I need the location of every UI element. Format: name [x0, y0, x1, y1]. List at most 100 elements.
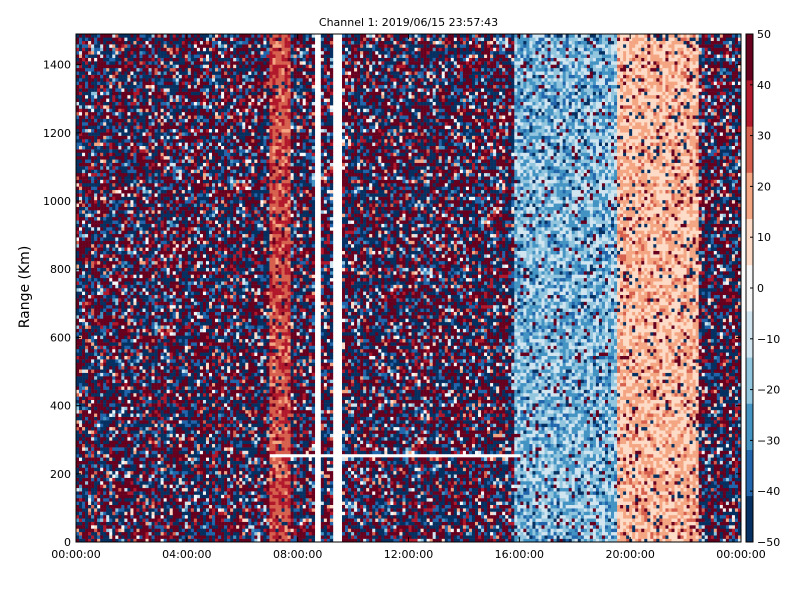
heatmap-cell [167, 230, 170, 234]
heatmap-cell [161, 75, 164, 79]
heatmap-cell [100, 417, 103, 421]
heatmap-cell [158, 105, 161, 109]
heatmap-cell [158, 505, 161, 509]
heatmap-cell [115, 183, 118, 187]
heatmap-cell [167, 268, 170, 272]
heatmap-cell [82, 363, 85, 367]
heatmap-cell [103, 349, 106, 353]
heatmap-cell [121, 315, 124, 319]
heatmap-cell [130, 417, 133, 421]
heatmap-cell [85, 488, 88, 492]
heatmap-cell [106, 102, 109, 106]
heatmap-cell [106, 142, 109, 146]
heatmap-cell [118, 274, 121, 278]
heatmap-cell [79, 149, 82, 153]
heatmap-cell [103, 329, 106, 333]
heatmap-cell [139, 149, 142, 153]
heatmap-cell [88, 173, 91, 177]
heatmap-cell [79, 230, 82, 234]
heatmap-cell [152, 234, 155, 238]
heatmap-cell [170, 139, 173, 143]
heatmap-cell [82, 78, 85, 82]
heatmap-cell [139, 136, 142, 140]
heatmap-cell [167, 146, 170, 150]
heatmap-cell [164, 403, 167, 407]
heatmap-cell [103, 153, 106, 157]
heatmap-cell [91, 346, 94, 350]
heatmap-cell [164, 254, 167, 258]
heatmap-cell [103, 447, 106, 451]
heatmap-cell [170, 325, 173, 329]
heatmap-cell [94, 274, 97, 278]
heatmap-cell [91, 234, 94, 238]
heatmap-cell [149, 193, 152, 197]
heatmap-cell [149, 484, 152, 488]
heatmap-cell [173, 163, 176, 167]
heatmap-cell [158, 423, 161, 427]
heatmap-cell [133, 264, 136, 268]
heatmap-cell [91, 376, 94, 380]
heatmap-cell [161, 329, 164, 333]
heatmap-cell [112, 102, 115, 106]
heatmap-cell [115, 291, 118, 295]
heatmap-cell [112, 356, 115, 360]
heatmap-cell [167, 312, 170, 316]
heatmap-cell [88, 105, 91, 109]
heatmap-cell [161, 190, 164, 194]
heatmap-cell [139, 142, 142, 146]
heatmap-cell [167, 356, 170, 360]
heatmap-cell [124, 498, 127, 502]
heatmap-cell [118, 68, 121, 72]
heatmap-cell [139, 156, 142, 160]
heatmap-cell [82, 305, 85, 309]
heatmap-cell [88, 291, 91, 295]
heatmap-cell [164, 285, 167, 289]
heatmap-cell [149, 427, 152, 431]
heatmap-cell [139, 342, 142, 346]
heatmap-cell [109, 142, 112, 146]
heatmap-cell [88, 379, 91, 383]
heatmap-cell [88, 258, 91, 262]
heatmap-cell [100, 379, 103, 383]
heatmap-cell [158, 139, 161, 143]
heatmap-cell [112, 78, 115, 82]
heatmap-cell [115, 312, 118, 316]
heatmap-cell [106, 451, 109, 455]
heatmap-cell [152, 156, 155, 160]
heatmap-cell [167, 88, 170, 92]
heatmap-cell [146, 54, 149, 58]
heatmap-cell [124, 203, 127, 207]
heatmap-cell [121, 95, 124, 99]
heatmap-cell [152, 180, 155, 184]
heatmap-cell [82, 474, 85, 478]
heatmap-cell [88, 34, 91, 38]
heatmap-cell [161, 95, 164, 99]
heatmap-cell [149, 200, 152, 204]
heatmap-cell [79, 413, 82, 417]
heatmap-cell [139, 366, 142, 370]
heatmap-cell [109, 95, 112, 99]
heatmap-cell [91, 440, 94, 444]
heatmap-cell [127, 224, 130, 228]
heatmap-cell [139, 512, 142, 516]
heatmap-cell [85, 451, 88, 455]
heatmap-cell [130, 447, 133, 451]
heatmap-cell [167, 220, 170, 224]
heatmap-cell [112, 528, 115, 532]
heatmap-cell [85, 322, 88, 326]
heatmap-cell [164, 102, 167, 106]
heatmap-cell [103, 464, 106, 468]
heatmap-cell [167, 302, 170, 306]
heatmap-cell [136, 305, 139, 309]
heatmap-cell [109, 169, 112, 173]
heatmap-cell [121, 268, 124, 272]
heatmap-cell [106, 224, 109, 228]
heatmap-cell [155, 61, 158, 65]
heatmap-cell [139, 305, 142, 309]
heatmap-cell [127, 457, 130, 461]
heatmap-cell [100, 491, 103, 495]
heatmap-cell [118, 105, 121, 109]
heatmap-cell [88, 467, 91, 471]
heatmap-cell [121, 41, 124, 45]
heatmap-cell [170, 146, 173, 150]
